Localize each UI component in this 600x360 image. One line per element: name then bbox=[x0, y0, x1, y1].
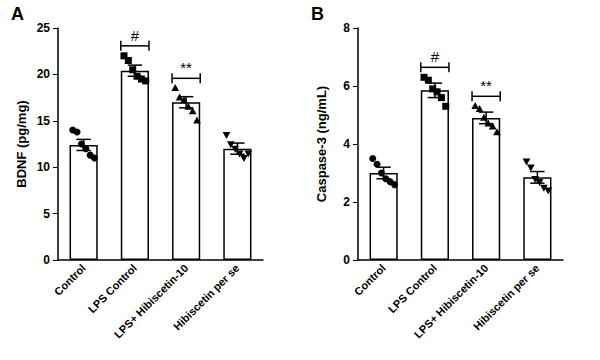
svg-text:**: ** bbox=[480, 77, 492, 94]
svg-text:0: 0 bbox=[343, 253, 350, 267]
svg-text:#: # bbox=[131, 27, 140, 44]
svg-text:B: B bbox=[311, 4, 324, 24]
svg-text:Caspase-3 (ng/mL): Caspase-3 (ng/mL) bbox=[314, 86, 329, 202]
svg-text:Control: Control bbox=[52, 262, 88, 298]
svg-text:#: # bbox=[431, 48, 440, 65]
svg-text:6: 6 bbox=[343, 79, 350, 93]
svg-text:BDNF (pg/mg): BDNF (pg/mg) bbox=[14, 100, 29, 187]
svg-text:5: 5 bbox=[43, 207, 50, 221]
svg-text:25: 25 bbox=[37, 21, 51, 35]
svg-text:LPS+ Hibiscetin-10: LPS+ Hibiscetin-10 bbox=[111, 261, 191, 341]
svg-text:10: 10 bbox=[37, 160, 51, 174]
svg-text:**: ** bbox=[180, 59, 192, 76]
svg-text:LPS+ Hibiscetin-10: LPS+ Hibiscetin-10 bbox=[411, 261, 491, 341]
svg-text:15: 15 bbox=[37, 114, 51, 128]
svg-text:Control: Control bbox=[352, 262, 388, 298]
svg-text:8: 8 bbox=[343, 21, 350, 35]
svg-text:A: A bbox=[11, 4, 24, 24]
svg-text:Hibiscetin per se: Hibiscetin per se bbox=[471, 262, 542, 333]
svg-text:LPS Control: LPS Control bbox=[86, 262, 139, 315]
svg-text:2: 2 bbox=[343, 195, 350, 209]
svg-text:0: 0 bbox=[43, 253, 50, 267]
svg-text:20: 20 bbox=[37, 67, 51, 81]
svg-text:4: 4 bbox=[343, 137, 350, 151]
svg-text:Hibiscetin per se: Hibiscetin per se bbox=[171, 262, 242, 333]
svg-text:LPS Control: LPS Control bbox=[386, 262, 439, 315]
